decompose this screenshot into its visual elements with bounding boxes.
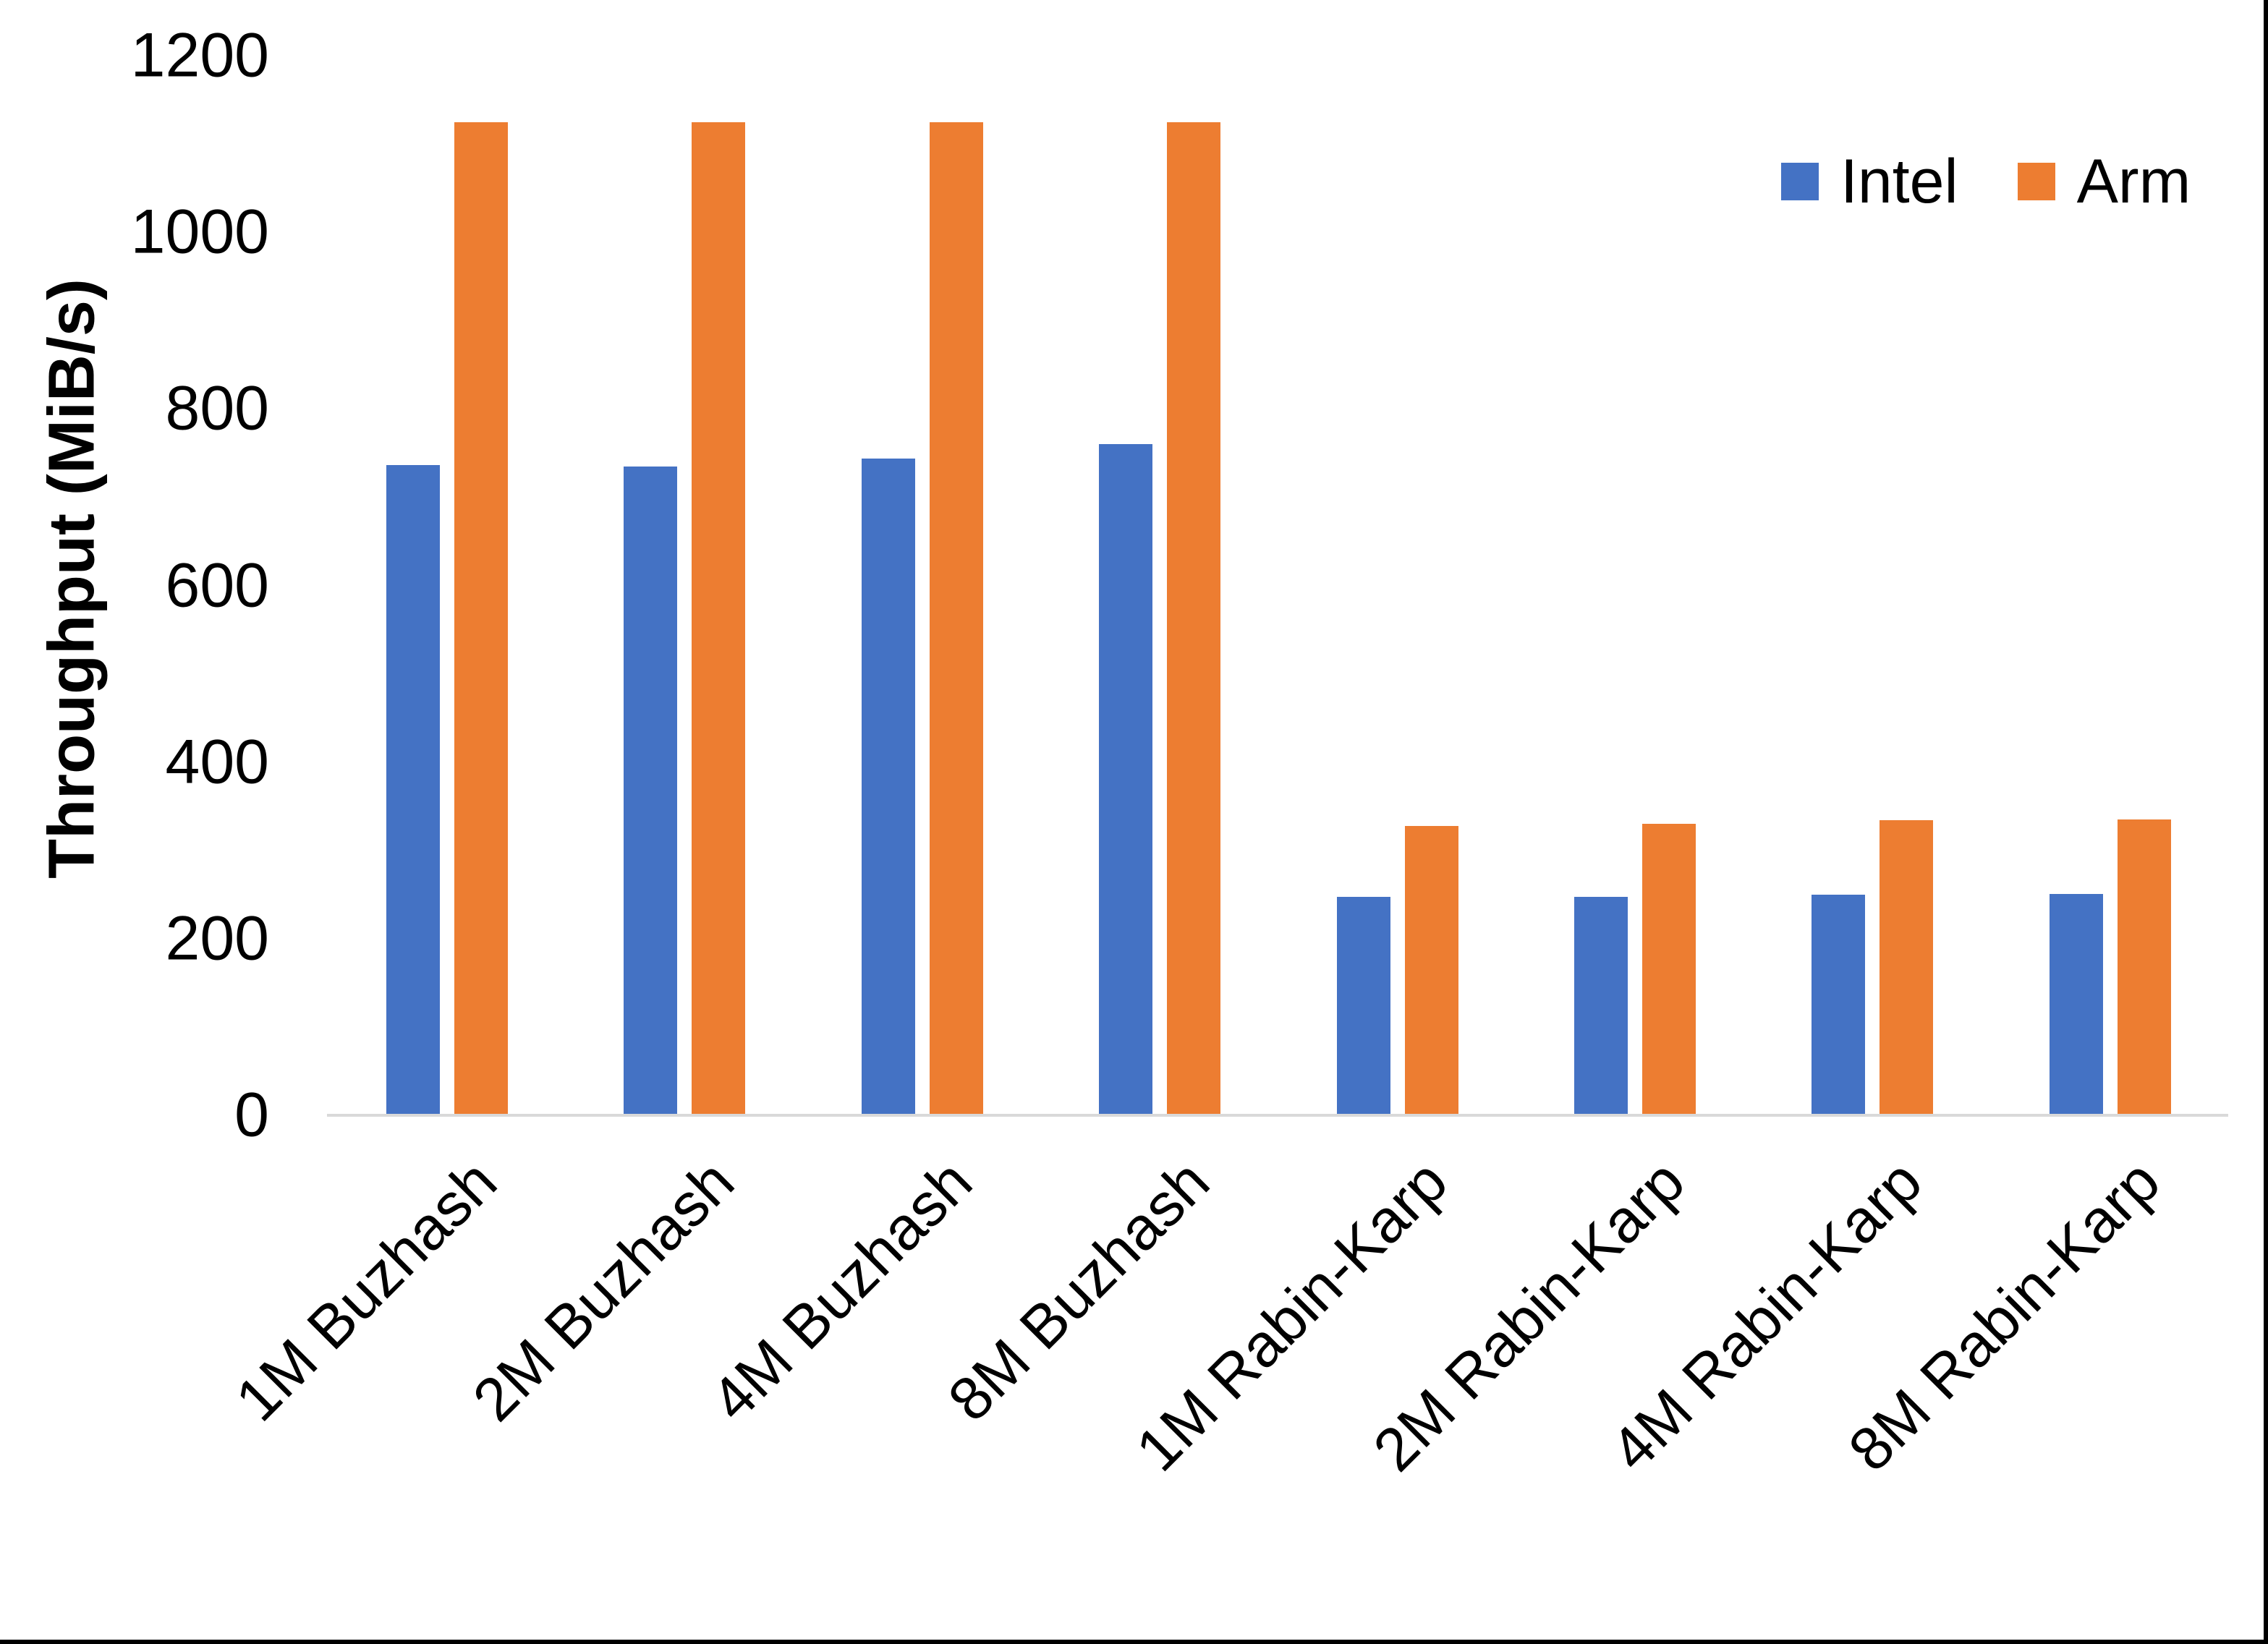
bar-intel-4m-rabin-karp: [1812, 894, 1866, 1115]
y-tick-label-600: 600: [165, 550, 270, 620]
bar-intel-2m-buzhash: [624, 466, 678, 1115]
y-tick-label-1000: 1000: [130, 197, 269, 267]
arm-series-swatch-icon: [2017, 163, 2055, 200]
bar-arm-4m-buzhash: [929, 122, 983, 1115]
bar-arm-1m-rabin-karp: [1404, 825, 1458, 1115]
legend: Intel Arm: [1781, 150, 2191, 213]
y-tick-label-200: 200: [165, 903, 270, 974]
arm-legend-label: Arm: [2076, 147, 2191, 216]
bar-arm-8m-buzhash: [1167, 122, 1221, 1115]
bar-intel-1m-rabin-karp: [1336, 897, 1390, 1115]
y-tick-label-1200: 1200: [130, 20, 269, 90]
bar-intel-8m-buzhash: [1099, 444, 1153, 1115]
bar-intel-8m-rabin-karp: [2049, 893, 2103, 1115]
bar-arm-2m-rabin-karp: [1642, 824, 1696, 1115]
intel-legend-label: Intel: [1840, 147, 1958, 216]
bar-intel-4m-buzhash: [861, 458, 915, 1115]
legend-item-arm: Arm: [2017, 147, 2191, 216]
bar-arm-2m-buzhash: [692, 122, 746, 1115]
plot-area: [327, 56, 2228, 1117]
bar-arm-8m-rabin-karp: [2117, 819, 2171, 1115]
bar-arm-1m-buzhash: [454, 122, 508, 1115]
y-tick-label-400: 400: [165, 727, 270, 797]
y-tick-label-0: 0: [234, 1080, 269, 1150]
bar-intel-1m-buzhash: [386, 465, 440, 1115]
y-tick-label-800: 800: [165, 373, 270, 443]
bar-intel-2m-rabin-karp: [1574, 897, 1628, 1115]
intel-series-swatch-icon: [1781, 163, 1819, 200]
bar-arm-4m-rabin-karp: [1880, 820, 1934, 1115]
x-axis-line: [327, 1114, 2228, 1117]
legend-item-intel: Intel: [1781, 150, 1958, 213]
